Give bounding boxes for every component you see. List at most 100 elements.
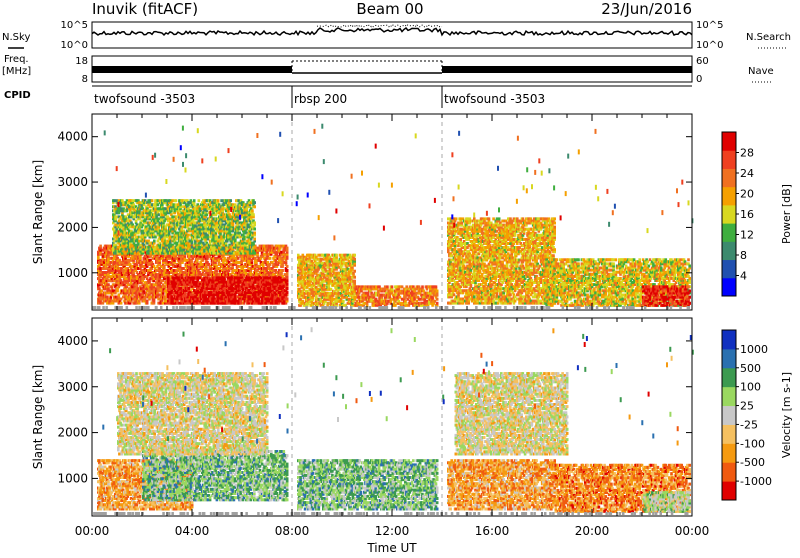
freq-tick-bottom: 8 [82,74,88,85]
nave-label: Nave [748,66,774,77]
heatmap-cell [170,295,173,298]
heatmap-cell [153,240,156,243]
heatmap-cell [131,265,134,268]
heatmap-cell [144,234,147,237]
heatmap-cell [190,276,193,279]
nave-tick-top: 60 [696,56,709,67]
heatmap-cell [114,215,117,218]
heatmap-cell [238,261,241,264]
radar-summary-plot: Inuvik (fitACF) Beam 00 23/Jun/2016 N.Sk… [0,0,800,554]
heatmap-cell [206,213,209,216]
cpid-segment-label: rbsp 200 [294,92,347,106]
heatmap-cell [155,269,158,272]
heatmap-cell [157,293,160,296]
heatmap-cell [229,263,232,266]
heatmap-cell [223,257,226,260]
heatmap-cell [124,277,127,280]
heatmap-cell [220,199,223,202]
heatmap-cell [253,238,256,241]
heatmap-cell [182,225,185,228]
heatmap-cell [125,248,128,251]
heatmap-cell [281,269,284,272]
heatmap-cell [286,247,289,250]
freq-tick-top: 18 [75,56,88,67]
heatmap-cell [120,302,123,305]
heatmap-cell [232,269,235,272]
heatmap-cell [203,205,206,208]
heatmap-cell [144,275,147,278]
heatmap-cell [187,287,190,290]
heatmap-cell [243,236,246,239]
freq-trace [92,61,692,73]
heatmap-cell [104,271,107,274]
heatmap-cell [113,199,116,202]
heatmap-cell [286,265,289,268]
heatmap-cell [160,279,163,282]
heatmap-cell [187,234,190,237]
heatmap-cell [253,246,256,249]
heatmap-cell [169,217,172,220]
heatmap-cell [269,257,272,260]
heatmap-cell [110,261,113,264]
heatmap-cell [182,205,185,208]
heatmap-cell [237,257,240,260]
heatmap-cell [193,199,196,202]
heatmap-cell [171,199,174,202]
heatmap-cell [198,199,201,202]
heatmap-cell [130,244,133,247]
heatmap-cell [100,289,103,292]
heatmap-cell [220,230,223,233]
heatmap-cell [251,209,254,212]
heatmap-cell [286,269,289,272]
heatmap-cell [239,232,242,235]
heatmap-cell [99,267,102,270]
nsearch-label: N.Search [746,32,791,43]
date-title: 23/Jun/2016 [601,0,692,18]
heatmap-cell [144,215,147,218]
heatmap-cell [138,201,141,204]
heatmap-cell [199,217,202,220]
heatmap-cell [175,199,178,202]
heatmap-cell [107,245,110,248]
noise-tick-bottom-left: 10^0 [61,40,88,51]
noise-trace [92,25,692,35]
heatmap-cell [164,207,167,210]
heatmap-cell [146,300,149,303]
heatmap-cell [151,199,154,202]
heatmap-cell [138,240,141,243]
heatmap-cell [253,221,256,224]
beam-title: Beam 00 [356,0,423,18]
heatmap-cell [167,276,170,279]
heatmap-cell [269,267,272,270]
heatmap-cell [217,199,220,202]
freq-unit-label: [MHz] [2,66,31,77]
heatmap-cell [113,240,116,243]
heatmap-cell [118,293,121,296]
heatmap-cell [149,296,152,299]
heatmap-cell [135,219,138,222]
cpid-segment-label: twofsound -3503 [94,92,195,106]
heatmap-cell [154,236,157,239]
heatmap-cell [135,230,138,233]
heatmap-cell [107,287,110,290]
heatmap-cell [153,283,156,286]
heatmap-cell [125,252,128,255]
heatmap-cell [203,273,206,276]
noise-tick-bottom-right: 10^0 [696,40,723,51]
heatmap-cell [229,199,232,202]
heatmap-cell [267,261,270,264]
heatmap-cell [252,213,255,216]
heatmap-cell [253,205,256,208]
noise-tick-top-left: 10^5 [61,20,88,31]
cpid-segments: twofsound -3503 rbsp 200 twofsound -3503 [94,86,545,108]
freq-band-3 [442,66,692,73]
heatmap-cell [254,257,257,260]
heatmap-cell [149,225,152,228]
nave-tick-bottom: 0 [696,74,702,85]
heatmap-cell [167,215,170,218]
heatmap-cell [99,245,102,248]
heatmap-cell [158,213,161,216]
cpid-segment-label: twofsound -3503 [444,92,545,106]
heatmap-cell [263,253,266,256]
